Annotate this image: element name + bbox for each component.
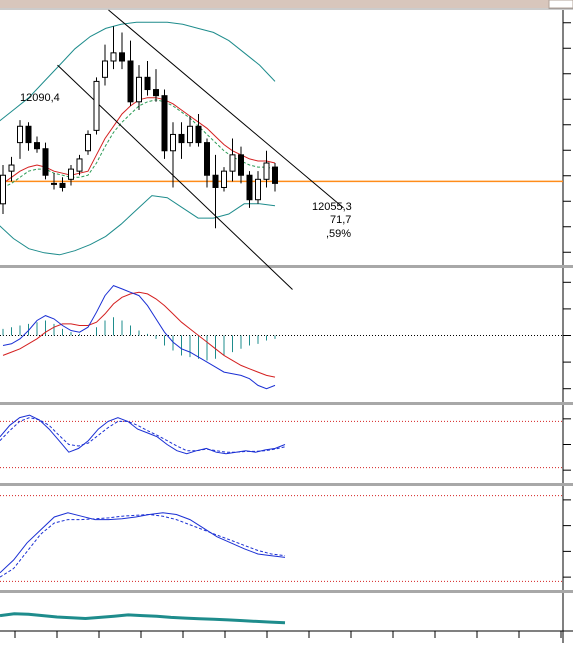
pct-label: ,59% <box>326 228 351 240</box>
candle-body-up <box>229 154 236 172</box>
panel-separator <box>0 483 573 486</box>
candle-body-up <box>110 52 117 62</box>
candle-body-up <box>263 162 270 180</box>
high-label: 12090,4 <box>20 92 60 104</box>
signal-line <box>2 291 276 378</box>
candle-body-up <box>85 133 91 152</box>
candle-body-down <box>59 182 66 188</box>
oscillator-line <box>0 512 286 574</box>
candle-body-up <box>17 125 23 144</box>
candle-body-down <box>238 154 244 176</box>
candle-body-up <box>8 164 15 172</box>
bollinger-upper-line <box>0 21 276 122</box>
candle-body-down <box>119 52 125 62</box>
stochastic-line <box>0 414 286 455</box>
candle-body-up <box>136 76 142 103</box>
candle-body-up <box>51 182 57 185</box>
chart-plots <box>0 9 563 625</box>
candle-body-down <box>153 89 159 97</box>
panel-separator <box>0 265 573 268</box>
bollinger-lower-line <box>0 195 276 256</box>
candle-body-up <box>76 158 83 172</box>
candle-body-down <box>204 142 210 176</box>
candle-body-up <box>170 133 176 152</box>
macd-line <box>2 285 276 390</box>
candle-body-down <box>246 174 253 201</box>
candle-body-down <box>195 125 202 144</box>
oscillator-signal-line <box>0 513 286 578</box>
trend-channel-line <box>57 64 293 290</box>
panel-separator <box>0 590 573 593</box>
candle-body-down <box>34 142 40 150</box>
candle-body-up <box>187 125 193 144</box>
candle-body-up <box>93 80 100 131</box>
candle-body-down <box>42 148 49 176</box>
price-label: 12055,3 <box>312 201 352 213</box>
title-strip-box <box>548 0 573 9</box>
candle-body-up <box>221 170 227 188</box>
trend-channel-line <box>108 9 344 209</box>
title-strip <box>0 0 573 8</box>
candle-body-down <box>25 125 32 144</box>
change-label: 71,7 <box>330 214 351 226</box>
candle-body-up <box>255 178 261 201</box>
panel-separator <box>0 402 573 405</box>
candle-body-up <box>0 174 6 205</box>
candle-body-down <box>212 174 219 188</box>
candle-body-down <box>127 60 134 103</box>
bottom-oscillator-line <box>0 612 286 625</box>
candle-body-down <box>272 166 278 184</box>
candle-body-down <box>161 95 168 152</box>
candle-body-down <box>144 76 151 91</box>
candle-body-up <box>102 60 108 78</box>
candle-body-down <box>178 133 185 144</box>
candle-body-up <box>68 168 74 180</box>
